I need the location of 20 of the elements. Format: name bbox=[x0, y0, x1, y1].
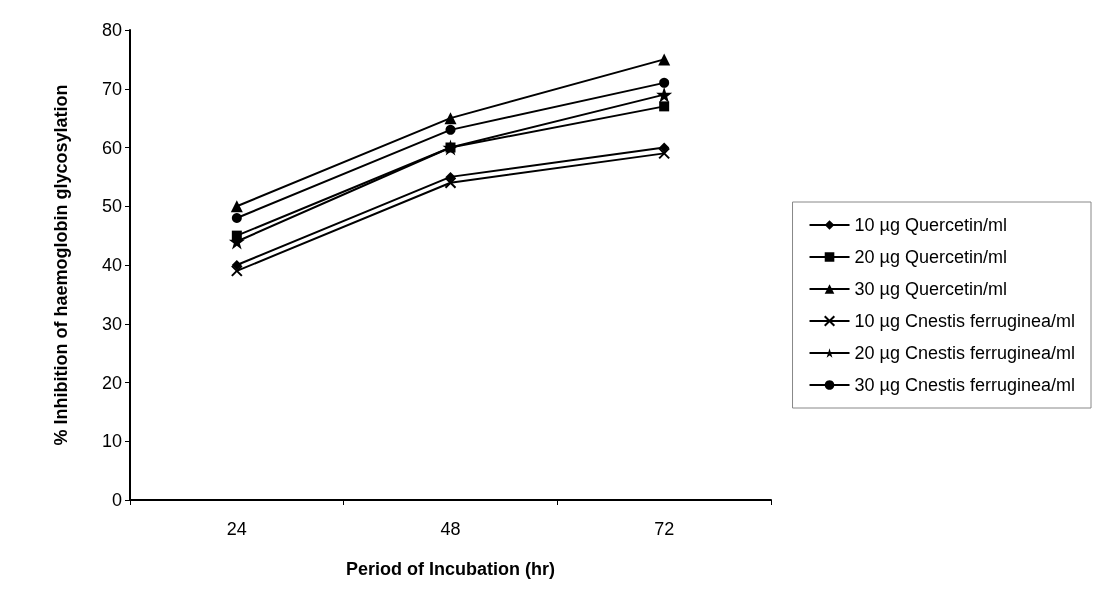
y-tick-label: 40 bbox=[101, 255, 122, 275]
y-tick-label: 70 bbox=[101, 78, 122, 99]
y-tick-label: 60 bbox=[101, 137, 122, 158]
legend-label: 20 µg Cnestis ferruginea/ml bbox=[854, 343, 1076, 363]
x-tick-label: 72 bbox=[654, 519, 675, 539]
x-tick-label: 48 bbox=[440, 519, 461, 539]
y-tick-label: 0 bbox=[111, 490, 122, 510]
x-axis-title: Period of Incubation (hr) bbox=[346, 559, 555, 579]
y-tick-label: 20 bbox=[101, 372, 122, 393]
y-tick-label: 50 bbox=[101, 196, 122, 217]
y-tick-label: 10 bbox=[101, 431, 122, 452]
legend-label: 20 µg Quercetin/ml bbox=[854, 247, 1007, 267]
legend-label: 30 µg Quercetin/ml bbox=[854, 279, 1007, 299]
legend-label: 10 µg Cnestis ferruginea/ml bbox=[854, 311, 1076, 331]
x-tick-label: 24 bbox=[226, 519, 247, 539]
legend-label: 10 µg Quercetin/ml bbox=[854, 215, 1007, 235]
legend-label: 30 µg Cnestis ferruginea/ml bbox=[854, 375, 1076, 395]
y-axis-title: % Inhibition of haemoglobin glycosylation bbox=[51, 84, 71, 446]
y-tick-label: 80 bbox=[101, 20, 122, 40]
y-tick-label: 30 bbox=[101, 313, 122, 334]
